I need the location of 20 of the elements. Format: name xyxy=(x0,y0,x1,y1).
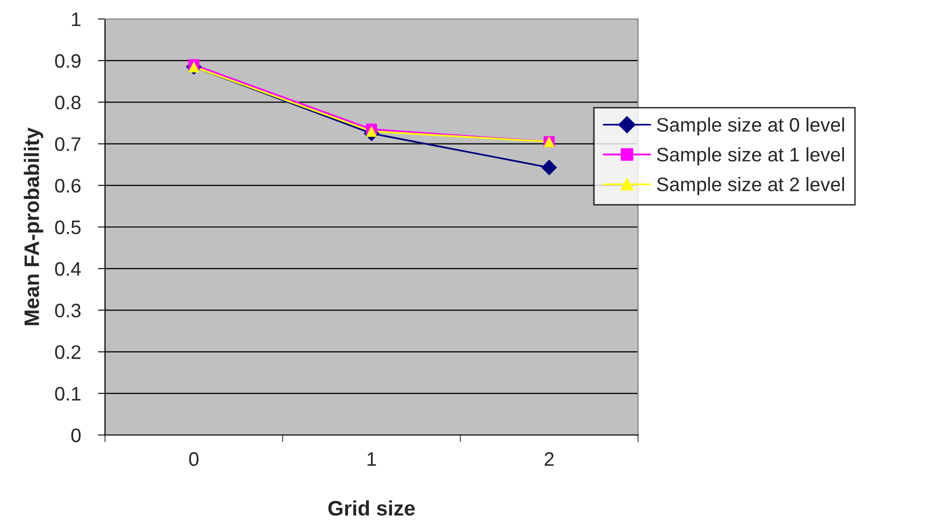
x-tick-label: 2 xyxy=(544,452,554,466)
y-tick-label: 1 xyxy=(72,12,80,26)
y-axis-title: Mean FA-probability xyxy=(24,128,44,326)
y-tick-label: 0.6 xyxy=(55,178,81,193)
y-tick-label: 0.1 xyxy=(55,386,80,401)
y-tick-label: 0.8 xyxy=(55,96,81,110)
legend-label: Sample size at 1 level xyxy=(657,147,844,166)
x-tick-label: 1 xyxy=(368,452,376,466)
y-tick-label: 0 xyxy=(71,428,81,442)
y-tick-label: 0.9 xyxy=(55,54,80,68)
point xyxy=(541,160,558,176)
y-tick-label: 0.7 xyxy=(55,137,80,152)
y-tick-label: 0.5 xyxy=(55,220,81,234)
y-tick-label: 0.3 xyxy=(55,304,81,318)
legend-label: Sample size at 2 level xyxy=(657,177,844,196)
x-tick-label: 0 xyxy=(189,452,198,466)
legend-label: Sample size at 0 level xyxy=(657,117,844,136)
y-tick-label: 0.2 xyxy=(55,345,80,360)
y-tick-label: 0.4 xyxy=(55,262,81,276)
x-axis-title: Grid size xyxy=(328,500,415,516)
